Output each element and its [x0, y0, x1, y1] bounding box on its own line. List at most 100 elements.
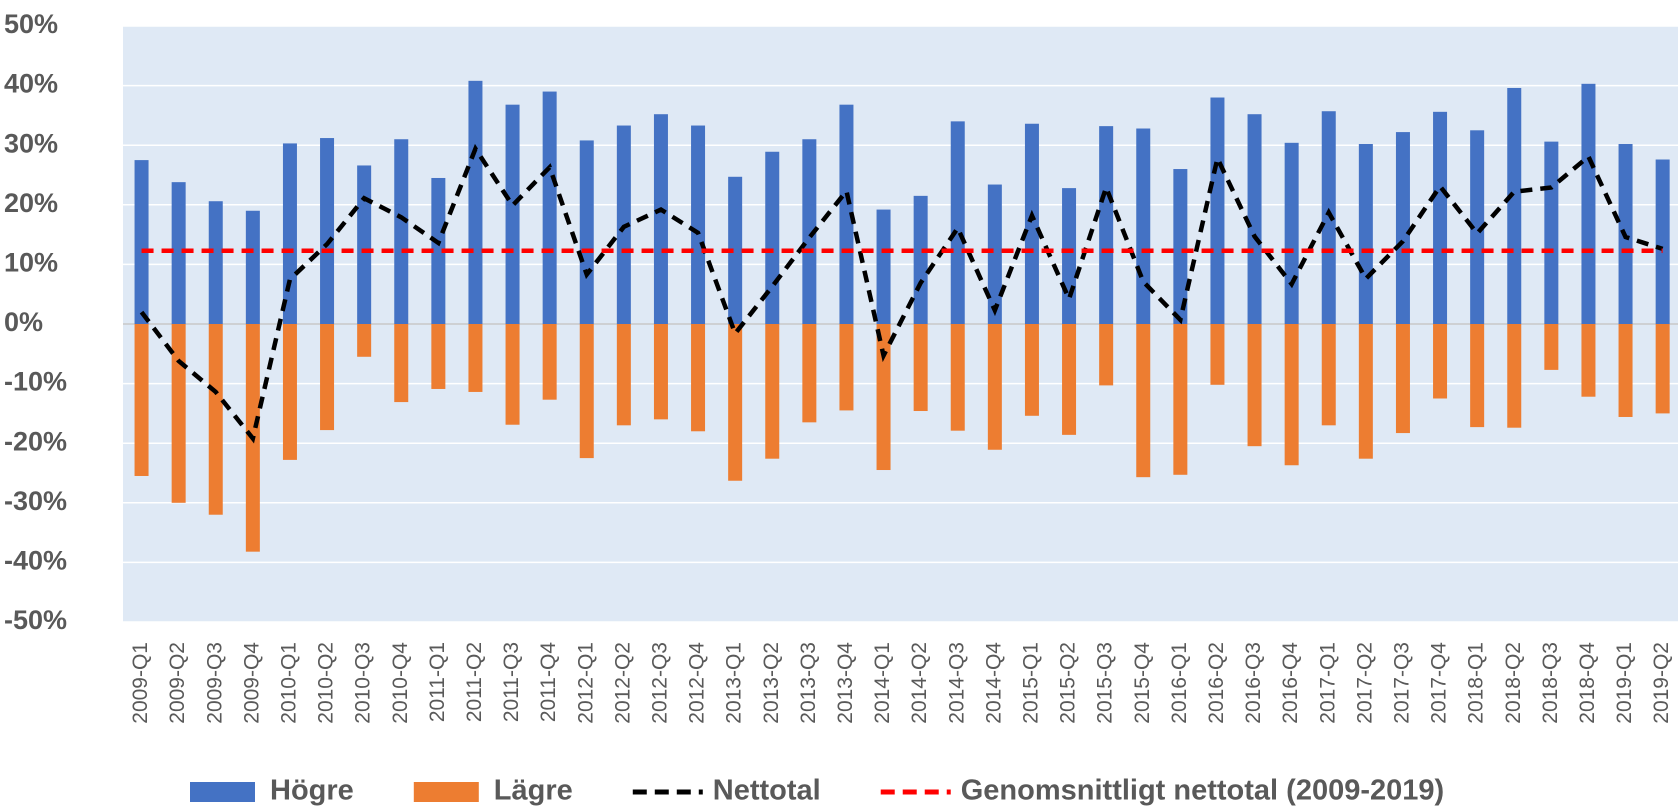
x-tick-label: 2011-Q3 [500, 642, 523, 722]
bar [320, 324, 335, 431]
bar [950, 121, 965, 324]
bar [171, 182, 186, 324]
bar [691, 125, 706, 324]
y-tick-label: 20% [4, 188, 58, 218]
bar [579, 140, 594, 324]
bar [1247, 114, 1262, 324]
bar [653, 114, 668, 324]
bar [1136, 128, 1151, 324]
x-tick-label: 2018-Q3 [1539, 642, 1562, 724]
bar [1210, 324, 1225, 385]
bar [1655, 159, 1670, 324]
bar [802, 324, 817, 423]
legend-label: Lägre [494, 775, 573, 807]
x-tick-label: 2013-Q4 [834, 642, 857, 724]
x-tick-label: 2014-Q1 [871, 642, 894, 724]
bar [134, 160, 149, 324]
x-tick-label: 2009-Q1 [129, 642, 152, 724]
x-tick-label: 2019-Q1 [1613, 642, 1636, 724]
bar [282, 324, 297, 460]
x-tick-label: 2013-Q1 [723, 642, 746, 724]
bar [245, 210, 260, 324]
bar [1581, 83, 1596, 324]
x-tick-label: 2011-Q2 [463, 642, 486, 722]
y-tick-label: -50% [4, 605, 67, 635]
bar [505, 324, 520, 425]
bar [1433, 324, 1448, 399]
x-tick-label: 2012-Q2 [611, 642, 634, 724]
x-tick-label: 2014-Q4 [982, 642, 1005, 724]
x-tick-label: 2017-Q2 [1353, 642, 1376, 724]
bar [1581, 324, 1596, 397]
bar [802, 139, 817, 324]
x-tick-label: 2012-Q3 [648, 642, 671, 724]
bar [839, 104, 854, 324]
bar [728, 324, 743, 481]
bar [653, 324, 668, 420]
bar [1247, 324, 1262, 447]
bar [728, 176, 743, 324]
bar [950, 324, 965, 431]
x-tick-label: 2012-Q4 [686, 642, 709, 724]
bar [1099, 126, 1114, 325]
x-tick-label: 2016-Q4 [1279, 642, 1302, 724]
x-tick-label: 2013-Q2 [760, 642, 783, 724]
bar [1433, 111, 1448, 324]
bar [765, 151, 780, 324]
legend-label: Nettotal [713, 775, 821, 807]
bar [1655, 324, 1670, 414]
x-tick-label: 2010-Q3 [352, 642, 375, 724]
y-tick-label: -10% [4, 367, 67, 397]
x-tick-label: 2013-Q3 [797, 642, 820, 724]
bar [1136, 324, 1151, 478]
bar [913, 195, 928, 324]
x-tick-label: 2017-Q4 [1428, 642, 1451, 724]
bar [876, 324, 891, 471]
x-tick-label: 2017-Q1 [1316, 642, 1339, 724]
bar [691, 324, 706, 432]
bar [1173, 169, 1188, 324]
x-tick-label: 2011-Q4 [537, 642, 560, 722]
bar [394, 139, 409, 324]
bar [357, 324, 372, 357]
legend-label: Genomsnittligt nettotal (2009-2019) [961, 775, 1444, 807]
bar [468, 80, 483, 324]
x-tick-label: 2016-Q2 [1205, 642, 1228, 724]
y-tick-label: -30% [4, 486, 67, 516]
x-tick-label: 2017-Q3 [1390, 642, 1413, 724]
bar [208, 201, 223, 324]
x-tick-label: 2019-Q2 [1650, 642, 1673, 724]
x-tick-label: 2009-Q3 [203, 642, 226, 724]
bar [1321, 324, 1336, 426]
bar [1024, 123, 1039, 324]
bar [1544, 324, 1559, 370]
bar [542, 91, 557, 324]
y-tick-label: 50% [4, 9, 58, 39]
y-tick-label: -40% [4, 546, 67, 576]
bar [1544, 141, 1559, 324]
bar [1395, 132, 1410, 324]
y-tick-label: -20% [4, 426, 67, 456]
x-tick-label: 2010-Q1 [277, 642, 300, 724]
bar [579, 324, 594, 459]
bar [1062, 324, 1077, 435]
bar [839, 324, 854, 411]
bar [1395, 324, 1410, 434]
bar [765, 324, 780, 459]
x-tick-label: 2015-Q2 [1057, 642, 1080, 724]
bar [208, 324, 223, 515]
bar [1321, 111, 1336, 324]
bar [1062, 188, 1077, 324]
bar [616, 324, 631, 426]
bar [505, 104, 520, 324]
bar [1210, 97, 1225, 325]
y-tick-label: 30% [4, 128, 58, 158]
x-tick-label: 2014-Q3 [945, 642, 968, 724]
legend-swatch [190, 782, 255, 802]
x-tick-label: 2018-Q4 [1576, 642, 1599, 724]
bar [1284, 324, 1299, 466]
bar [357, 165, 372, 324]
x-tick-label: 2014-Q2 [908, 642, 931, 724]
bar [1358, 144, 1373, 324]
